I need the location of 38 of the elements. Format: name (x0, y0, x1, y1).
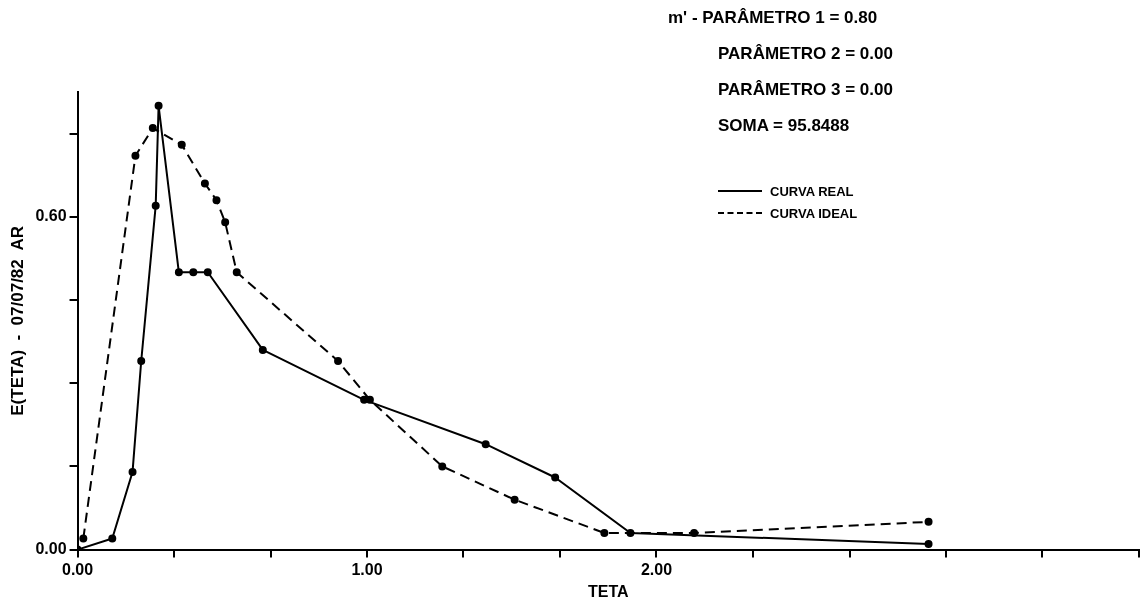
point (600, 528, 609, 537)
point (924, 540, 933, 549)
point (189, 268, 198, 277)
point (148, 124, 157, 133)
x-tick-label: 0.00 (61, 560, 94, 578)
point (137, 357, 146, 366)
point (131, 151, 140, 160)
point (200, 179, 209, 188)
legend-label: CURVA REAL (770, 183, 854, 199)
annotation: PARÂMETRO 3 = 0.00 (718, 79, 893, 99)
point (334, 357, 343, 366)
x-tick-label: 1.00 (351, 560, 383, 578)
point (151, 201, 160, 210)
x-axis-title: TETA (587, 582, 629, 600)
point (626, 528, 635, 537)
x-tick-label: 2.00 (640, 560, 673, 578)
text: PARÂMETRO 2 = 0.00 (718, 43, 893, 63)
point (258, 345, 267, 354)
point (510, 495, 519, 504)
point (79, 534, 88, 543)
point (177, 140, 186, 149)
point (924, 517, 933, 526)
point (481, 440, 490, 449)
point (551, 473, 560, 482)
point (232, 268, 241, 277)
point (438, 462, 447, 471)
text: m' - PARÂMETRO 1 = 0.80 (668, 7, 878, 27)
point (212, 196, 221, 205)
y-axis-title: E(TETA) - 07/07/82 AR (7, 225, 27, 416)
annotation: SOMA = 95.8488 (718, 115, 850, 135)
point (108, 534, 117, 543)
point (174, 268, 183, 277)
point (221, 218, 230, 227)
point (128, 467, 137, 476)
point (203, 268, 212, 277)
y-tick-label: 0.60 (35, 207, 67, 225)
legend-label: CURVA IDEAL (770, 205, 858, 221)
point (154, 101, 163, 110)
